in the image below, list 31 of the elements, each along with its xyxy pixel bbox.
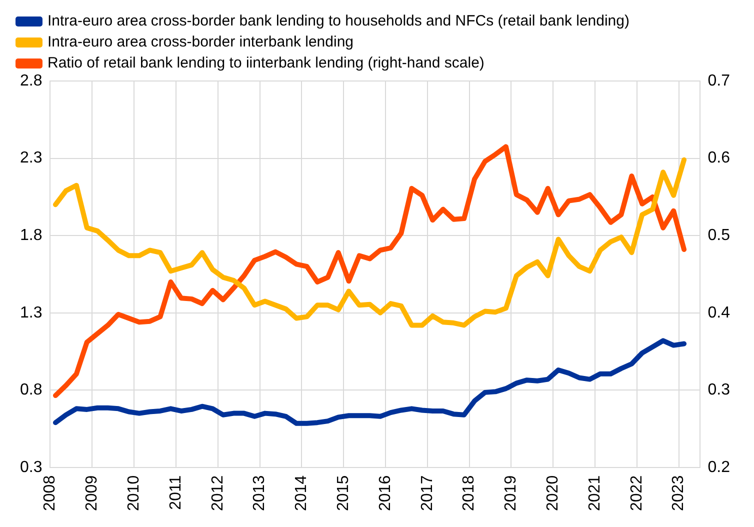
y2-tick-label: 0.6 (708, 150, 730, 167)
y2-tick-label: 0.3 (708, 382, 730, 399)
y2-tick-label: 0.5 (708, 226, 730, 244)
x-tick-label: 2020 (544, 475, 562, 511)
x-tick-label: 2022 (628, 475, 646, 511)
y-tick-label: 0.3 (20, 458, 42, 476)
y-tick-label: 0.8 (20, 382, 42, 399)
x-tick-label: 2023 (670, 475, 688, 511)
x-tick-label: 2019 (502, 475, 520, 511)
x-tick-label: 2018 (460, 475, 478, 511)
x-tick-label: 2017 (418, 475, 436, 511)
x-tick-label: 2021 (586, 475, 604, 511)
legend-label: Intra-euro area cross-border interbank lending (48, 34, 354, 51)
x-tick-label: 2012 (209, 475, 226, 511)
x-tick-label: 2009 (84, 475, 101, 511)
y2-tick-label: 0.7 (708, 72, 730, 90)
y-tick-label: 2.8 (20, 72, 42, 90)
y2-tick-label: 0.4 (708, 304, 730, 322)
legend-label: Intra-euro area cross-border bank lending to households and NFCs (retail bank lending) (48, 12, 630, 30)
x-tick-label: 2010 (125, 475, 142, 511)
y-tick-label: 1.8 (20, 226, 42, 244)
x-tick-label: 2015 (334, 475, 352, 511)
legend-label: Ratio of retail bank lending to iinterbank lending (right-hand scale) (48, 54, 484, 72)
x-tick-label: 2014 (293, 475, 310, 511)
x-tick-label: 2008 (42, 475, 59, 511)
x-tick-label: 2011 (167, 475, 184, 510)
x-tick-label: 2016 (376, 475, 394, 511)
y-tick-label: 1.3 (20, 304, 42, 322)
y2-tick-label: 0.2 (708, 458, 730, 476)
y-tick-label: 2.3 (20, 150, 42, 167)
x-tick-label: 2013 (251, 475, 268, 511)
